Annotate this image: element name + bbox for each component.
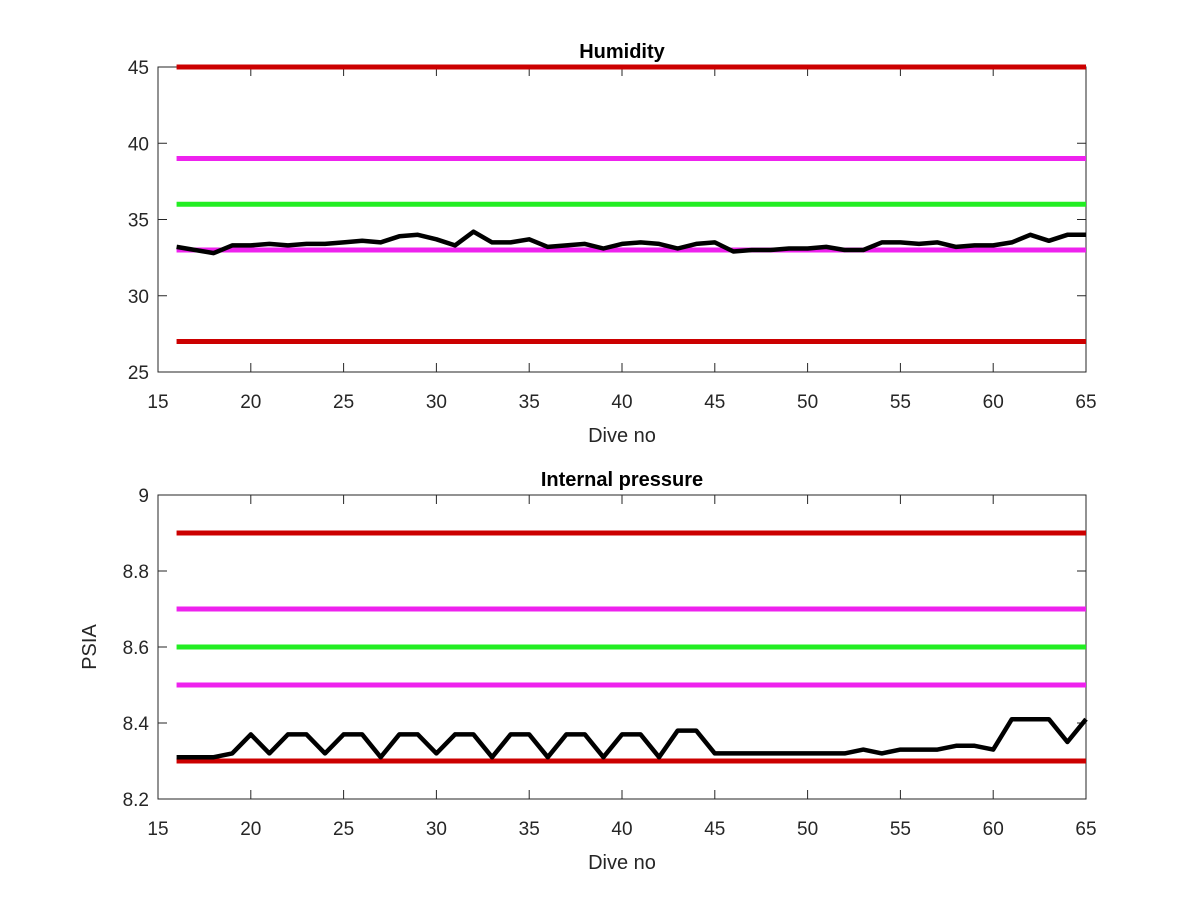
pressure-y-tick-label: 8.8 — [123, 562, 149, 583]
humidity-axes-box — [157, 66, 1087, 373]
pressure-data-series-line — [176, 716, 1088, 760]
pressure-y-tick-label: 9 — [138, 486, 149, 507]
humidity-x-tick-label: 45 — [704, 392, 725, 413]
pressure-x-tick-label: 20 — [240, 819, 261, 840]
pressure-y-tick-label: 8.2 — [123, 790, 149, 811]
humidity-y-tick-label: 30 — [128, 287, 149, 308]
pressure-y-axis-label: PSIA — [79, 624, 101, 670]
humidity-y-tick-label: 25 — [128, 363, 149, 384]
humidity-y-tick-label: 40 — [128, 134, 149, 155]
pressure-x-tick-label: 40 — [611, 819, 632, 840]
humidity-x-tick-label: 30 — [426, 392, 447, 413]
pressure-x-axis-label: Dive no — [588, 852, 656, 874]
pressure-x-tick-label: 25 — [333, 819, 354, 840]
pressure-x-tick-label: 55 — [890, 819, 911, 840]
pressure-x-tick-label: 35 — [519, 819, 540, 840]
pressure-x-tick-label: 15 — [147, 819, 168, 840]
humidity-x-tick-label: 55 — [890, 392, 911, 413]
humidity-x-tick-label: 15 — [147, 392, 168, 413]
humidity-y-tick-label: 35 — [128, 211, 149, 232]
humidity-x-tick-label: 65 — [1075, 392, 1096, 413]
humidity-y-tick-label: 45 — [128, 58, 149, 79]
pressure-y-tick-label: 8.6 — [123, 638, 149, 659]
pressure-x-tick-label: 30 — [426, 819, 447, 840]
humidity-x-axis-label: Dive no — [588, 425, 656, 447]
humidity-chart: Humidity Dive no 15 20 25 30 35 40 45 50 55 60 65 2… — [128, 41, 1097, 447]
humidity-chart-title: Humidity — [579, 41, 665, 63]
pressure-chart-title: Internal pressure — [541, 469, 703, 491]
humidity-x-tick-label: 40 — [611, 392, 632, 413]
humidity-data-series-line — [176, 229, 1086, 256]
pressure-y-tick-label: 8.4 — [123, 714, 150, 735]
humidity-x-tick-label: 20 — [240, 392, 261, 413]
pressure-x-tick-label: 60 — [983, 819, 1004, 840]
humidity-x-tick-label: 25 — [333, 392, 354, 413]
pressure-x-tick-label: 45 — [704, 819, 725, 840]
internal-pressure-chart: Internal pressure Dive no PSIA 15 20 25 30 3… — [79, 469, 1097, 874]
humidity-x-tick-label: 50 — [797, 392, 818, 413]
pressure-x-tick-label: 50 — [797, 819, 818, 840]
humidity-x-tick-label: 35 — [519, 392, 540, 413]
pressure-x-tick-label: 65 — [1075, 819, 1096, 840]
humidity-x-tick-label: 60 — [983, 392, 1004, 413]
